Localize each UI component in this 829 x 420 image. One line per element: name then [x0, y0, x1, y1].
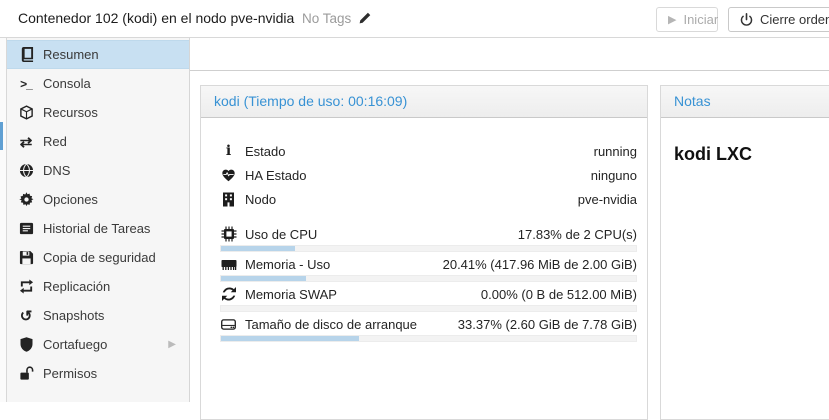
globe-icon [18, 163, 34, 179]
tags-edit-control[interactable]: No Tags [302, 0, 371, 37]
meter-value: 0.00% (0 B de 512.00 MiB) [480, 286, 637, 302]
sidebar-item-label: DNS [43, 163, 71, 178]
page-title: Contenedor 102 (kodi) en el nodo pve-nvi… [18, 10, 295, 26]
swap-icon [220, 286, 237, 302]
sidebar-item-consola[interactable]: >_ Consola [7, 69, 189, 98]
sidebar-item-permisos[interactable]: Permisos [7, 359, 189, 388]
meter-memoria-swap: Memoria SWAP 0.00% (0 B de 512.00 MiB) [201, 284, 647, 312]
network-icon: ⇄ [19, 133, 33, 151]
sidebar-item-label: Opciones [43, 192, 98, 207]
meter-label: Memoria - Uso [245, 256, 331, 272]
meter-uso-de-cpu: Uso de CPU 17.83% de 2 CPU(s) [201, 224, 647, 252]
status-meters: Uso de CPU 17.83% de 2 CPU(s) Memoria - Us… [201, 224, 647, 342]
status-row-label: Nodo [245, 191, 277, 207]
chevron-right-icon: ▶ [168, 339, 176, 350]
shutdown-button[interactable]: Cierre ordenado [728, 7, 829, 32]
sidebar-item-label: Red [43, 134, 67, 149]
sidebar-item-label: Permisos [43, 366, 98, 381]
terminal-icon: >_ [20, 76, 33, 91]
unlock-icon [18, 366, 34, 382]
content-divider [190, 70, 829, 71]
sidebar-item-label: Replicación [43, 279, 111, 294]
gear-icon [18, 192, 34, 208]
pencil-icon [358, 12, 371, 25]
status-row-value: ninguno [590, 167, 637, 183]
building-icon [220, 191, 237, 207]
meter-row: Tamaño de disco de arranque 33.37% (2.60 … [220, 314, 637, 334]
progress-bar [220, 245, 637, 252]
status-panel-body: i Estado running HA Estado ninguno Nodo pve-nv… [201, 118, 647, 342]
status-row-ha-estado: HA Estado ninguno [201, 163, 647, 187]
meter-row: Uso de CPU 17.83% de 2 CPU(s) [220, 224, 637, 244]
sidebar-item-label: Consola [43, 76, 91, 91]
sidebar-item-label: Cortafuego [43, 337, 108, 352]
sidebar-item-opciones[interactable]: Opciones [7, 185, 189, 214]
sidebar-item-historial-de-tareas[interactable]: Historial de Tareas [7, 214, 189, 243]
meter-label: Uso de CPU [245, 226, 318, 242]
info-icon: i [225, 143, 232, 159]
notes-panel: Notas kodi LXC [660, 85, 829, 420]
progress-fill [221, 276, 306, 281]
progress-bar [220, 275, 637, 282]
disk-icon [220, 316, 237, 332]
status-panel: kodi (Tiempo de uso: 00:16:09) i Estado ru… [200, 85, 648, 420]
cpu-icon [220, 226, 237, 242]
notes-content: kodi LXC [674, 144, 753, 164]
meter-memoria-uso: Memoria - Uso 20.41% (417.96 MiB de 2.00 … [201, 254, 647, 282]
sidebar-item-recursos[interactable]: Recursos [7, 98, 189, 127]
tree-selection-marker [0, 122, 3, 150]
resource-tree-edge [0, 38, 7, 402]
progress-bar [220, 305, 637, 312]
meter-row: Memoria - Uso 20.41% (417.96 MiB de 2.00 … [220, 254, 637, 274]
meter-value: 17.83% de 2 CPU(s) [517, 226, 637, 242]
snapshot-icon: ↺ [19, 307, 33, 325]
meter-label: Tamaño de disco de arranque [245, 316, 418, 332]
meter-value: 33.37% (2.60 GiB de 7.78 GiB) [457, 316, 637, 332]
sidebar-menu: Resumen >_ Consola Recursos ⇄ Red DNS Opciones H… [7, 38, 190, 402]
sidebar-item-snapshots[interactable]: ↺ Snapshots [7, 301, 189, 330]
meter-value: 20.41% (417.96 MiB de 2.00 GiB) [442, 256, 637, 272]
shutdown-button-label: Cierre ordenado [760, 12, 829, 27]
meter-label: Memoria SWAP [245, 286, 337, 302]
floppy-icon [18, 250, 34, 266]
power-icon [740, 13, 753, 26]
status-row-value: running [593, 143, 637, 159]
status-row-nodo: Nodo pve-nvidia [201, 187, 647, 211]
progress-fill [221, 336, 360, 341]
start-button-label: Iniciar [683, 12, 719, 27]
progress-bar [220, 335, 637, 342]
sidebar-item-resumen[interactable]: Resumen [7, 40, 189, 69]
replication-icon [18, 279, 34, 295]
sidebar-item-label: Historial de Tareas [43, 221, 151, 236]
sidebar-item-label: Recursos [43, 105, 98, 120]
meter-row: Memoria SWAP 0.00% (0 B de 512.00 MiB) [220, 284, 637, 304]
sidebar-item-replicacion[interactable]: Replicación [7, 272, 189, 301]
topbar: Contenedor 102 (kodi) en el nodo pve-nvi… [0, 0, 829, 38]
status-row-estado: i Estado running [201, 139, 647, 163]
status-panel-header: kodi (Tiempo de uso: 00:16:09) [201, 86, 647, 118]
play-icon: ▶ [668, 14, 677, 26]
sidebar-item-red[interactable]: ⇄ Red [7, 127, 189, 156]
sidebar-item-copia-de-seguridad[interactable]: Copia de seguridad [7, 243, 189, 272]
shield-icon [18, 337, 34, 353]
sidebar-item-label: Copia de seguridad [43, 250, 156, 265]
progress-fill [221, 246, 295, 251]
notes-panel-header: Notas [661, 86, 829, 118]
status-row-label: HA Estado [245, 167, 307, 183]
meter-tamano-de-disco-de-arranque: Tamaño de disco de arranque 33.37% (2.60 … [201, 314, 647, 342]
sidebar-item-label: Snapshots [43, 308, 105, 323]
sidebar-item-cortafuego[interactable]: Cortafuego ▶ [7, 330, 189, 359]
status-row-label: Estado [245, 143, 286, 159]
tags-label: No Tags [302, 11, 352, 26]
heartbeat-icon [220, 167, 237, 183]
sidebar-item-label: Resumen [43, 47, 99, 62]
task-list-icon [18, 221, 34, 237]
status-rows: i Estado running HA Estado ninguno Nodo pve-nv… [201, 139, 647, 211]
memory-icon [220, 256, 237, 272]
book-icon [18, 47, 34, 63]
cube-icon [18, 105, 34, 121]
status-row-value: pve-nvidia [577, 191, 637, 207]
sidebar-item-dns[interactable]: DNS [7, 156, 189, 185]
start-button[interactable]: ▶ Iniciar [656, 7, 718, 32]
